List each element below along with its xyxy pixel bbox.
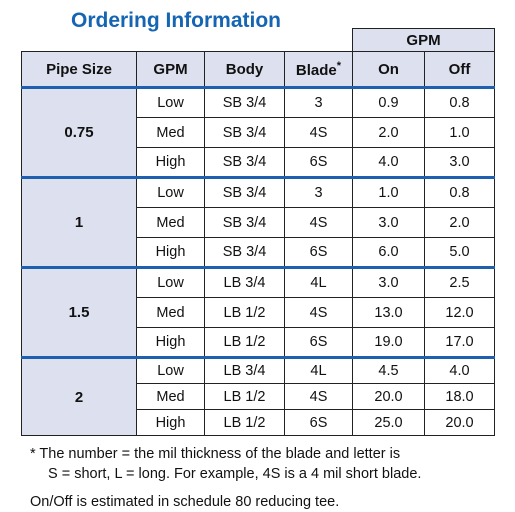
table-row: 1 Low SB 3/4 3 1.0 0.8 — [21, 176, 495, 268]
gpm-cell: Med — [136, 207, 205, 238]
on-cell: 13.0 — [352, 297, 425, 328]
blade-cell: 4S — [284, 207, 353, 238]
table-row: 2 Low LB 3/4 4L 4.5 4.0 — [21, 356, 495, 436]
gpm-cell: Low — [136, 356, 205, 384]
gpm-cell: High — [136, 327, 205, 358]
on-cell: 19.0 — [352, 327, 425, 358]
footnote-line-3: On/Off is estimated in schedule 80 reduc… — [30, 494, 340, 510]
off-cell: 1.0 — [424, 117, 495, 148]
gpm-cell: Med — [136, 297, 205, 328]
on-cell: 3.0 — [352, 266, 425, 298]
blade-cell: 3 — [284, 86, 353, 118]
footnote-line-1: * The number = the mil thickness of the … — [30, 446, 401, 462]
table-row: Med SB 3/4 4S 3.0 2.0 — [22, 207, 495, 238]
body-cell: LB 1/2 — [204, 383, 285, 410]
on-cell: 2.0 — [352, 117, 425, 148]
ordering-table: GPM Pipe Size GPM Body Blade* On Off 0.7… — [21, 28, 495, 436]
body-cell: SB 3/4 — [204, 237, 285, 268]
gpm-cell: Low — [136, 86, 205, 118]
pipe-size-cell: 0.75 — [21, 86, 137, 178]
blade-cell: 6S — [284, 237, 353, 268]
off-cell: 5.0 — [424, 237, 495, 268]
gpm-cell: Low — [136, 266, 205, 298]
off-cell: 12.0 — [424, 297, 495, 328]
gpm-cell: High — [136, 147, 205, 178]
gpm-cell: Med — [136, 117, 205, 148]
footnotes: * The number = the mil thickness of the … — [30, 444, 421, 512]
body-cell: SB 3/4 — [204, 176, 285, 208]
header-gpm: GPM — [136, 51, 205, 88]
off-cell: 4.0 — [424, 356, 495, 384]
body-cell: LB 1/2 — [204, 297, 285, 328]
table-row: Med LB 1/2 4S 13.0 12.0 — [22, 297, 495, 328]
page-title: Ordering Information — [71, 9, 281, 32]
on-cell: 3.0 — [352, 207, 425, 238]
table-row: 0.75 Low SB 3/4 3 0.9 0.8 — [21, 86, 495, 178]
table-row: High SB 3/4 6S 6.0 5.0 — [22, 237, 495, 268]
on-cell: 4.0 — [352, 147, 425, 178]
body-cell: SB 3/4 — [204, 117, 285, 148]
body-cell: LB 1/2 — [204, 327, 285, 358]
off-cell: 17.0 — [424, 327, 495, 358]
blade-cell: 4S — [284, 383, 353, 410]
header-blade-label: Blade — [295, 61, 337, 79]
blade-cell: 4L — [284, 356, 353, 384]
header-off: Off — [424, 51, 495, 88]
table-row: High SB 3/4 6S 4.0 3.0 — [22, 147, 495, 178]
body-cell: LB 3/4 — [204, 356, 285, 384]
body-cell: SB 3/4 — [204, 147, 285, 178]
table-row: High LB 1/2 6S 19.0 17.0 — [22, 327, 495, 358]
blade-cell: 4S — [284, 297, 353, 328]
pipe-size-cell: 1.5 — [21, 266, 137, 358]
off-cell: 2.5 — [424, 266, 495, 298]
gpm-cell: High — [136, 237, 205, 268]
gpm-group-header: GPM — [352, 28, 495, 52]
header-blade: Blade* — [284, 51, 353, 88]
footnote-line-2: S = short, L = long. For example, 4S is … — [48, 466, 422, 482]
body-cell: LB 3/4 — [204, 266, 285, 298]
header-body: Body — [204, 51, 285, 88]
on-cell: 4.5 — [352, 356, 425, 384]
off-cell: 0.8 — [424, 86, 495, 118]
body-cell: LB 1/2 — [204, 409, 285, 436]
blade-cell: 6S — [284, 409, 353, 436]
on-cell: 0.9 — [352, 86, 425, 118]
table-row: High LB 1/2 6S 25.0 20.0 — [22, 409, 495, 436]
pipe-size-cell: 1 — [21, 176, 137, 268]
gpm-cell: High — [136, 409, 205, 436]
off-cell: 20.0 — [424, 409, 495, 436]
off-cell: 3.0 — [424, 147, 495, 178]
table-row: Med SB 3/4 4S 2.0 1.0 — [22, 117, 495, 148]
gpm-cell: Low — [136, 176, 205, 208]
body-cell: SB 3/4 — [204, 86, 285, 118]
table-row: 1.5 Low LB 3/4 4L 3.0 2.5 — [21, 266, 495, 358]
off-cell: 18.0 — [424, 383, 495, 410]
on-cell: 1.0 — [352, 176, 425, 208]
on-cell: 6.0 — [352, 237, 425, 268]
off-cell: 2.0 — [424, 207, 495, 238]
blade-cell: 4L — [284, 266, 353, 298]
pipe-size-cell: 2 — [21, 356, 137, 436]
header-on: On — [352, 51, 425, 88]
blade-cell: 4S — [284, 117, 353, 148]
blade-cell: 6S — [284, 147, 353, 178]
gpm-cell: Med — [136, 383, 205, 410]
body-cell: SB 3/4 — [204, 207, 285, 238]
blade-footnote-mark: * — [336, 59, 342, 72]
blade-cell: 6S — [284, 327, 353, 358]
blade-cell: 3 — [284, 176, 353, 208]
header-pipe-size: Pipe Size — [21, 51, 137, 88]
on-cell: 20.0 — [352, 383, 425, 410]
on-cell: 25.0 — [352, 409, 425, 436]
table-row: Med LB 1/2 4S 20.0 18.0 — [22, 383, 495, 410]
off-cell: 0.8 — [424, 176, 495, 208]
